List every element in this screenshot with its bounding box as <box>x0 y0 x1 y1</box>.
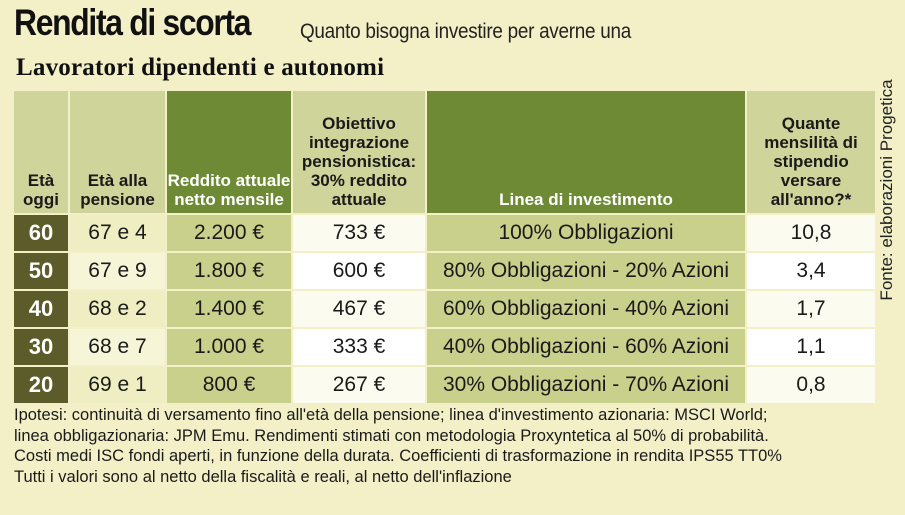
cell-mensilita: 3,4 <box>747 251 875 289</box>
footnote-line: Ipotesi: continuità di versamento fino a… <box>14 406 768 424</box>
cell-linea: 100% Obbligazioni <box>427 213 747 251</box>
header-mensilita: Quante mensilità di stipendio versare al… <box>747 91 875 213</box>
cell-reddito: 1.000 € <box>167 327 293 365</box>
cell-obiettivo: 333 € <box>293 327 427 365</box>
cell-mensilita: 1,7 <box>747 289 875 327</box>
cell-eta-oggi: 60 <box>14 213 70 251</box>
cell-eta-oggi: 50 <box>14 251 70 289</box>
footnote-line: Tutti i valori sono al netto della fisca… <box>14 467 512 486</box>
page-title: Rendita di scorta <box>14 2 252 43</box>
cell-linea: 30% Obbligazioni - 70% Azioni <box>427 365 747 403</box>
table-row: 20 69 e 1 800 € 267 € 30% Obbligazioni -… <box>14 365 875 403</box>
cell-reddito: 1.400 € <box>167 289 293 327</box>
cell-eta-pensione: 69 e 1 <box>70 365 167 403</box>
footnote-line: linea obbligazionaria: JPM Emu. Rendimen… <box>14 426 769 445</box>
cell-linea: 80% Obbligazioni - 20% Azioni <box>427 251 747 289</box>
footnotes: Ipotesi: continuità di versamento fino a… <box>14 405 894 487</box>
table-row: 60 67 e 4 2.200 € 733 € 100% Obbligazion… <box>14 213 875 251</box>
cell-reddito: 1.800 € <box>167 251 293 289</box>
page-subtitle: Quanto bisogna investire per averne una <box>300 20 631 43</box>
cell-eta-oggi: 20 <box>14 365 70 403</box>
section-title: Lavoratori dipendenti e autonomi <box>16 54 385 81</box>
cell-obiettivo: 600 € <box>293 251 427 289</box>
cell-mensilita: 1,1 <box>747 327 875 365</box>
cell-linea: 40% Obbligazioni - 60% Azioni <box>427 327 747 365</box>
header-eta-pensione: Età alla pensione <box>70 91 167 213</box>
source-note: Fonte: elaborazioni Progetica <box>877 79 896 301</box>
header-linea: Linea di investimento <box>427 91 747 213</box>
table-header-row: Età oggi Età alla pensione Reddito attua… <box>14 91 875 213</box>
cell-obiettivo: 267 € <box>293 365 427 403</box>
cell-reddito: 800 € <box>167 365 293 403</box>
cell-eta-pensione: 68 e 7 <box>70 327 167 365</box>
cell-eta-pensione: 68 e 2 <box>70 289 167 327</box>
title-row: Rendita di scorta <box>14 2 289 46</box>
pension-table: Età oggi Età alla pensione Reddito attua… <box>14 91 875 403</box>
cell-eta-pensione: 67 e 9 <box>70 251 167 289</box>
cell-obiettivo: 467 € <box>293 289 427 327</box>
cell-obiettivo: 733 € <box>293 213 427 251</box>
header-reddito: Reddito attuale netto mensile <box>167 91 293 213</box>
cell-reddito: 2.200 € <box>167 213 293 251</box>
cell-eta-oggi: 40 <box>14 289 70 327</box>
cell-eta-pensione: 67 e 4 <box>70 213 167 251</box>
cell-eta-oggi: 30 <box>14 327 70 365</box>
cell-linea: 60% Obbligazioni - 40% Azioni <box>427 289 747 327</box>
cell-mensilita: 10,8 <box>747 213 875 251</box>
table-row: 30 68 e 7 1.000 € 333 € 40% Obbligazioni… <box>14 327 875 365</box>
header-eta-oggi: Età oggi <box>14 91 70 213</box>
footnote-line: Costi medi ISC fondi aperti, in funzione… <box>14 447 782 465</box>
header-obiettivo: Obiettivo integrazione pensionistica: 30… <box>293 91 427 213</box>
table-row: 50 67 e 9 1.800 € 600 € 80% Obbligazioni… <box>14 251 875 289</box>
table-row: 40 68 e 2 1.400 € 467 € 60% Obbligazioni… <box>14 289 875 327</box>
cell-mensilita: 0,8 <box>747 365 875 403</box>
